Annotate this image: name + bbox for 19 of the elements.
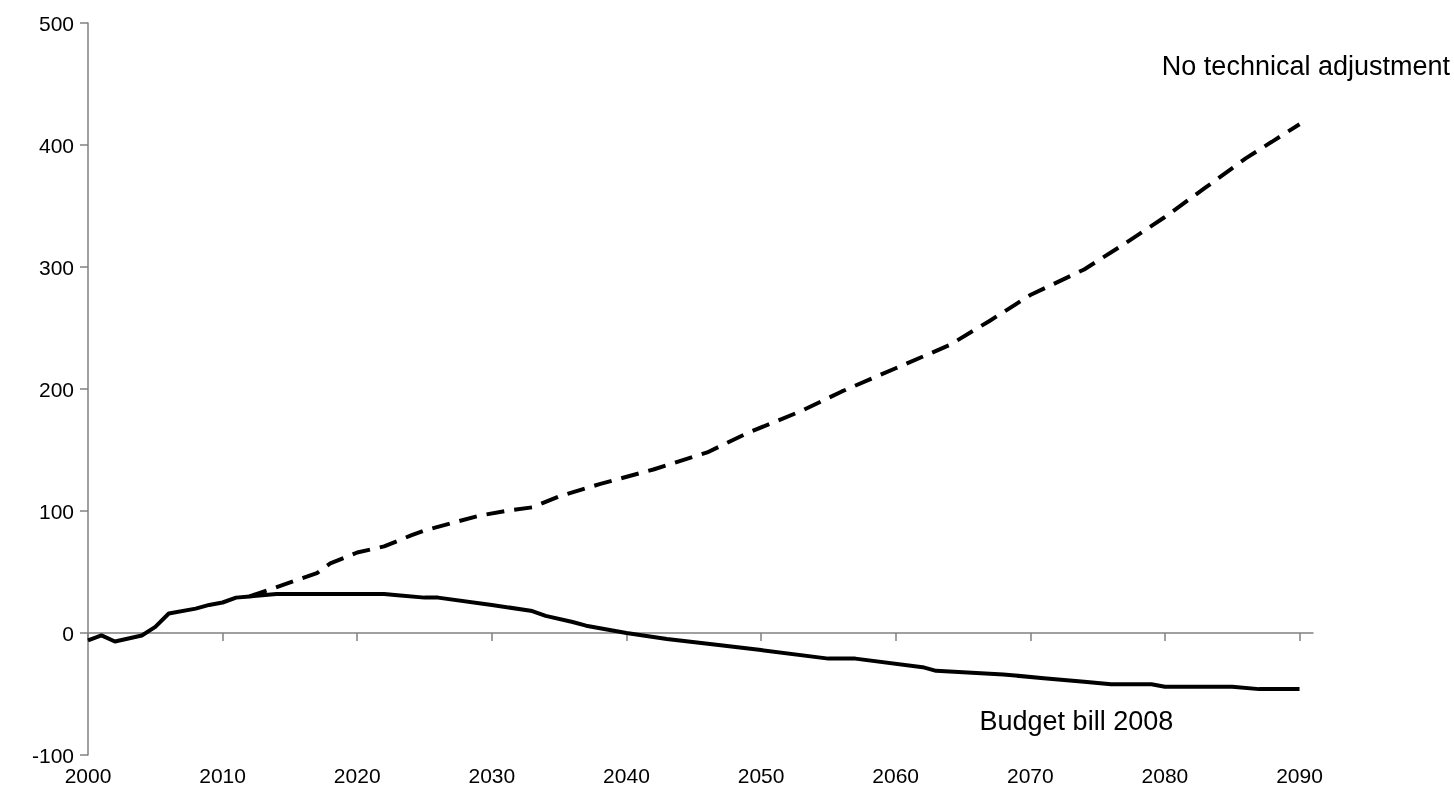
y-tick-label: 200 bbox=[38, 377, 74, 401]
x-tick-label: 2000 bbox=[64, 764, 112, 786]
x-tick-label: 2020 bbox=[333, 764, 381, 786]
x-tick-label: 2040 bbox=[603, 764, 650, 786]
x-tick-label: 2050 bbox=[737, 764, 785, 786]
y-tick-label: -100 bbox=[31, 743, 74, 767]
y-tick-label: 100 bbox=[38, 499, 74, 523]
x-tick-label: 2030 bbox=[468, 764, 516, 786]
y-tick-label: 500 bbox=[38, 11, 74, 35]
x-tick-label: 2080 bbox=[1141, 764, 1189, 786]
y-tick-label: 0 bbox=[62, 621, 74, 645]
y-tick-label: 400 bbox=[38, 133, 74, 157]
series-label: Budget bill 2008 bbox=[979, 705, 1174, 736]
text: No technical adjustment bbox=[1161, 50, 1451, 81]
x-tick-label: 2070 bbox=[1006, 764, 1054, 786]
x-tick-label: 2010 bbox=[199, 764, 246, 786]
x-tick-label: 2060 bbox=[872, 764, 920, 786]
y-tick-label: 300 bbox=[38, 255, 74, 279]
x-tick-label: 2090 bbox=[1276, 764, 1323, 786]
